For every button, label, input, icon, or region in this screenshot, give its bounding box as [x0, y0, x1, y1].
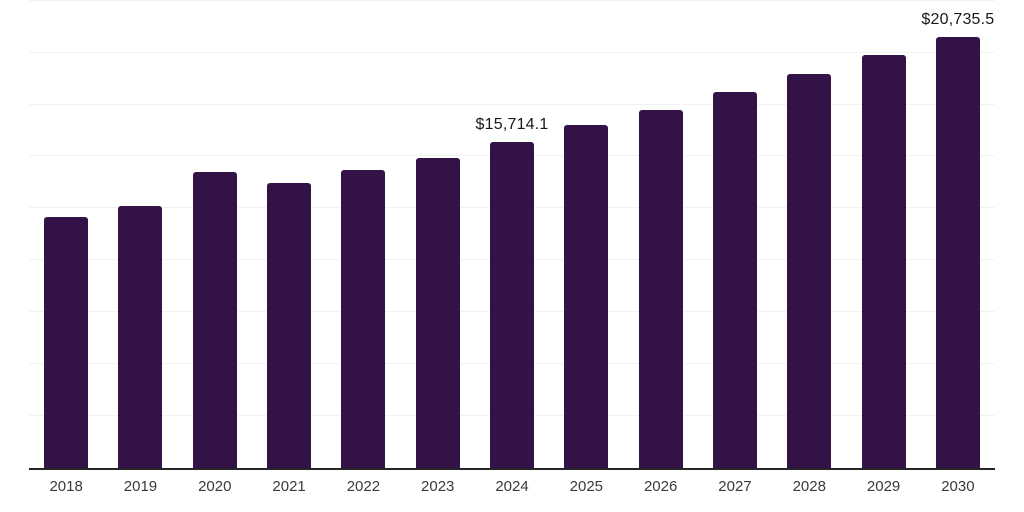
bar-2028: [787, 73, 832, 468]
bar-slot-2018: [29, 0, 103, 468]
bar-slot-2025: [549, 0, 623, 468]
x-tick-label-2021: 2021: [272, 478, 306, 495]
bar-slot-2020: [178, 0, 252, 468]
gridline: [29, 51, 995, 53]
bar-2025: [564, 125, 609, 468]
bars-row: $15,714.1 $20,735.5: [29, 0, 995, 468]
bar-slot-2029: [846, 0, 920, 468]
bar-slot-2027: [698, 0, 772, 468]
bar-slot-2030: $20,735.5: [921, 0, 995, 468]
bar-value-label-2024: $15,714.1: [475, 115, 549, 133]
bar-slot-2019: [103, 0, 177, 468]
bar-slot-2021: [252, 0, 326, 468]
bar-slot-2028: [772, 0, 846, 468]
x-tick-label-2024: 2024: [495, 478, 529, 495]
gridline: [29, 0, 995, 1]
bar-slot-2022: [326, 0, 400, 468]
x-axis-line: [29, 468, 995, 470]
bar-slot-2023: [401, 0, 475, 468]
plot-area: $15,714.1 $20,735.5: [29, 0, 995, 468]
x-tick-label-2019: 2019: [123, 478, 158, 495]
x-tick-label-2028: 2028: [792, 478, 826, 495]
bar-value-label-2030: $20,735.5: [921, 11, 995, 29]
gridline: [29, 103, 995, 105]
x-tick-label-2023: 2023: [421, 478, 455, 495]
bar-2020: [192, 172, 237, 468]
x-axis-tick-labels: 2018 2019 2020 2021 2022 2023 2024 2025 2026 2027…: [29, 478, 995, 495]
bar-2027: [712, 92, 757, 468]
bar-2021: [267, 182, 312, 468]
x-tick-label-2029: 2029: [866, 478, 901, 495]
x-tick-label-2020: 2020: [198, 478, 232, 495]
bar-2023: [415, 157, 460, 468]
bar-2019: [118, 205, 163, 468]
x-tick-label-2027: 2027: [718, 478, 752, 495]
x-tick-label-2030: 2030: [941, 478, 975, 495]
bar-slot-2026: [624, 0, 698, 468]
bar-2022: [341, 169, 386, 468]
bar-2030: [935, 37, 980, 468]
x-tick-label-2026: 2026: [643, 478, 678, 495]
x-tick-label-2018: 2018: [49, 478, 83, 495]
bar-slot-2024: $15,714.1: [475, 0, 549, 468]
x-tick-label-2025: 2025: [569, 478, 604, 495]
bar-2029: [861, 54, 906, 468]
x-tick-label-2022: 2022: [346, 478, 381, 495]
bar-2018: [44, 217, 89, 468]
bar-2026: [638, 109, 683, 468]
bar-2024: [490, 141, 535, 468]
